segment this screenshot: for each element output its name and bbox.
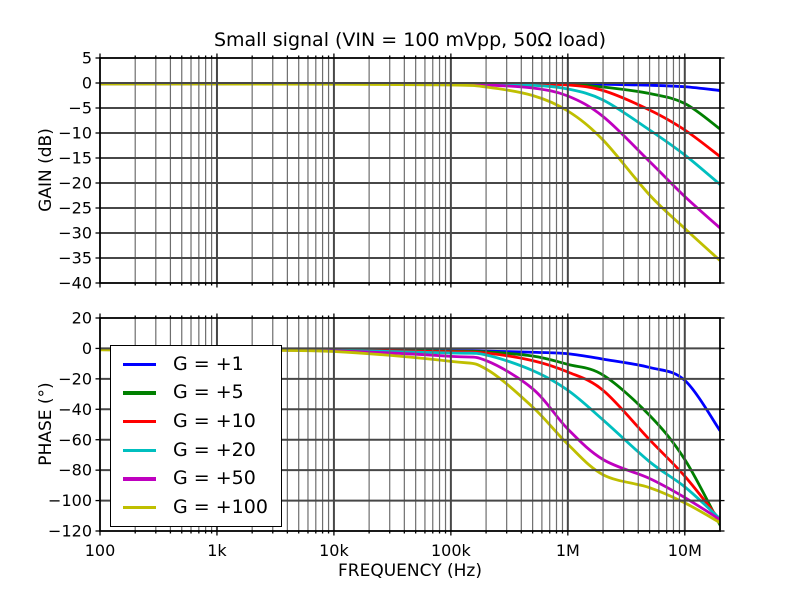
gain-spine	[99, 57, 721, 284]
legend-item-label: G = +1	[173, 352, 244, 375]
gain-axis-label: GAIN (dB)	[36, 128, 56, 212]
gain-ytick-labels: 5 0 −5 −10 −15 −20 −25 −30 −35 −40	[58, 49, 92, 293]
y-tick-label: −20	[58, 369, 92, 388]
gain-grid-minor	[134, 58, 681, 283]
legend-item-label: G = +5	[173, 381, 244, 404]
y-tick-label: 0	[82, 74, 92, 93]
gain-plot-area	[100, 58, 720, 283]
phase-ytick-labels: 20 0 −20 −40 −60 −80 −100 −120	[48, 309, 92, 541]
y-tick-label: 20	[72, 309, 92, 328]
legend-line-icon	[123, 362, 156, 367]
legend-line-icon	[123, 419, 156, 424]
y-tick-label: −30	[58, 224, 92, 243]
y-tick-label: −120	[48, 522, 92, 541]
y-tick-label: −15	[58, 149, 92, 168]
phase-ticks	[95, 313, 725, 536]
x-tick-label: 10k	[319, 541, 349, 560]
legend-item-label: G = +20	[173, 438, 256, 461]
legend-line-icon	[123, 391, 156, 395]
y-tick-label: −10	[58, 124, 92, 143]
phase-axis-label: PHASE (°)	[36, 382, 56, 466]
legend-item-label: G = +10	[173, 410, 256, 433]
gain-grid-major	[100, 58, 720, 283]
legend-item: G = +1	[111, 352, 281, 375]
legend-line-icon	[123, 448, 156, 452]
gain-ticks	[95, 53, 725, 288]
y-tick-label: −25	[58, 199, 92, 218]
legend: G = +1 G = +5 G = +10 G = +20 G = +50 G = +10…	[110, 345, 282, 527]
x-tick-label: 1M	[556, 541, 580, 560]
phase-spine	[99, 317, 721, 532]
y-tick-label: 0	[82, 339, 92, 358]
legend-line-icon	[123, 477, 156, 481]
legend-item: G = +50	[111, 469, 281, 488]
gain-plot: 5 0 −5 −10 −15 −20 −25 −30 −35 −40	[58, 49, 725, 293]
y-tick-label: −60	[58, 430, 92, 449]
y-tick-label: −40	[58, 400, 92, 419]
y-tick-label: 5	[82, 49, 92, 68]
legend-item: G = +10	[111, 412, 281, 431]
x-tick-label: 100k	[431, 541, 472, 560]
y-tick-label: −100	[48, 491, 92, 510]
gain-curve-6	[100, 82, 720, 262]
x-tick-label: 1k	[207, 541, 227, 560]
y-tick-label: −35	[58, 249, 92, 268]
x-tick-label: 10M	[668, 541, 702, 560]
x-axis-label: FREQUENCY (Hz)	[338, 561, 482, 581]
x-tick-labels: 100 1k 10k 100k 1M 10M	[85, 541, 702, 560]
legend-item: G = +5	[111, 383, 281, 402]
y-tick-label: −40	[58, 274, 92, 293]
legend-item: G = +20	[111, 438, 281, 461]
legend-line-icon	[123, 505, 156, 510]
x-tick-label: 100	[85, 541, 116, 560]
legend-item-label: G = +100	[173, 496, 268, 519]
legend-item-label: G = +50	[173, 467, 256, 490]
y-tick-label: −20	[58, 174, 92, 193]
y-tick-label: −5	[68, 99, 92, 118]
legend-item: G = +100	[111, 498, 281, 517]
y-tick-label: −80	[58, 461, 92, 480]
chart-title: Small signal (VIN = 100 mVpp, 50Ω load)	[213, 29, 607, 51]
